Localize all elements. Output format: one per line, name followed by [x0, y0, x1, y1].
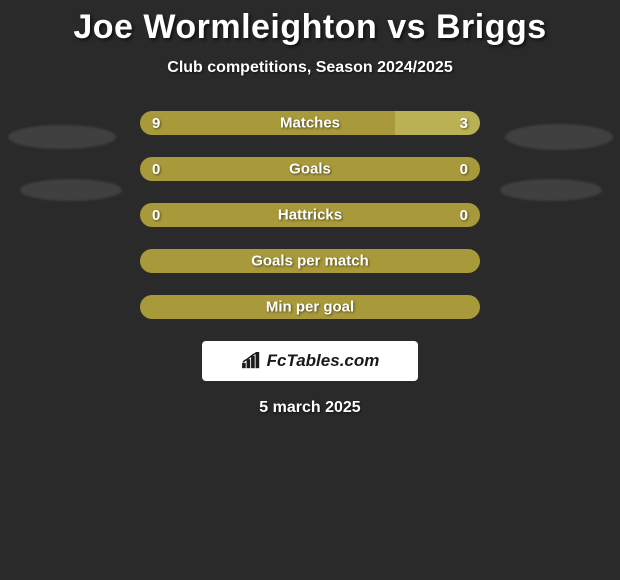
brand-logo: FcTables.com [202, 341, 418, 381]
stat-right-value [468, 249, 480, 273]
player-shadow [20, 179, 122, 201]
comparison-infographic: Joe Wormleighton vs Briggs Club competit… [0, 0, 620, 580]
brand-text: FcTables.com [267, 351, 380, 371]
stat-row: Min per goal [0, 295, 620, 319]
stat-right-value: 0 [468, 157, 480, 181]
subtitle: Club competitions, Season 2024/2025 [0, 59, 620, 77]
stat-right-value [468, 295, 480, 319]
stat-right-value: 3 [395, 111, 480, 135]
stat-bar: 00 [140, 203, 480, 227]
stat-left-value: 9 [140, 111, 395, 135]
stat-row: 00Hattricks [0, 203, 620, 227]
stat-bar: 93 [140, 111, 480, 135]
stat-right-value: 0 [468, 203, 480, 227]
stat-bar [140, 249, 480, 273]
stat-bar [140, 295, 480, 319]
stat-left-value: 0 [140, 157, 468, 181]
player-shadow [500, 179, 602, 201]
stat-row: 00Goals [0, 157, 620, 181]
stat-row: 93Matches [0, 111, 620, 135]
stat-left-value [140, 249, 468, 273]
stat-left-value [140, 295, 468, 319]
stat-left-value: 0 [140, 203, 468, 227]
bars-icon [241, 352, 263, 370]
stat-bar: 00 [140, 157, 480, 181]
date-label: 5 march 2025 [0, 399, 620, 417]
page-title: Joe Wormleighton vs Briggs [0, 0, 620, 47]
stat-row: Goals per match [0, 249, 620, 273]
